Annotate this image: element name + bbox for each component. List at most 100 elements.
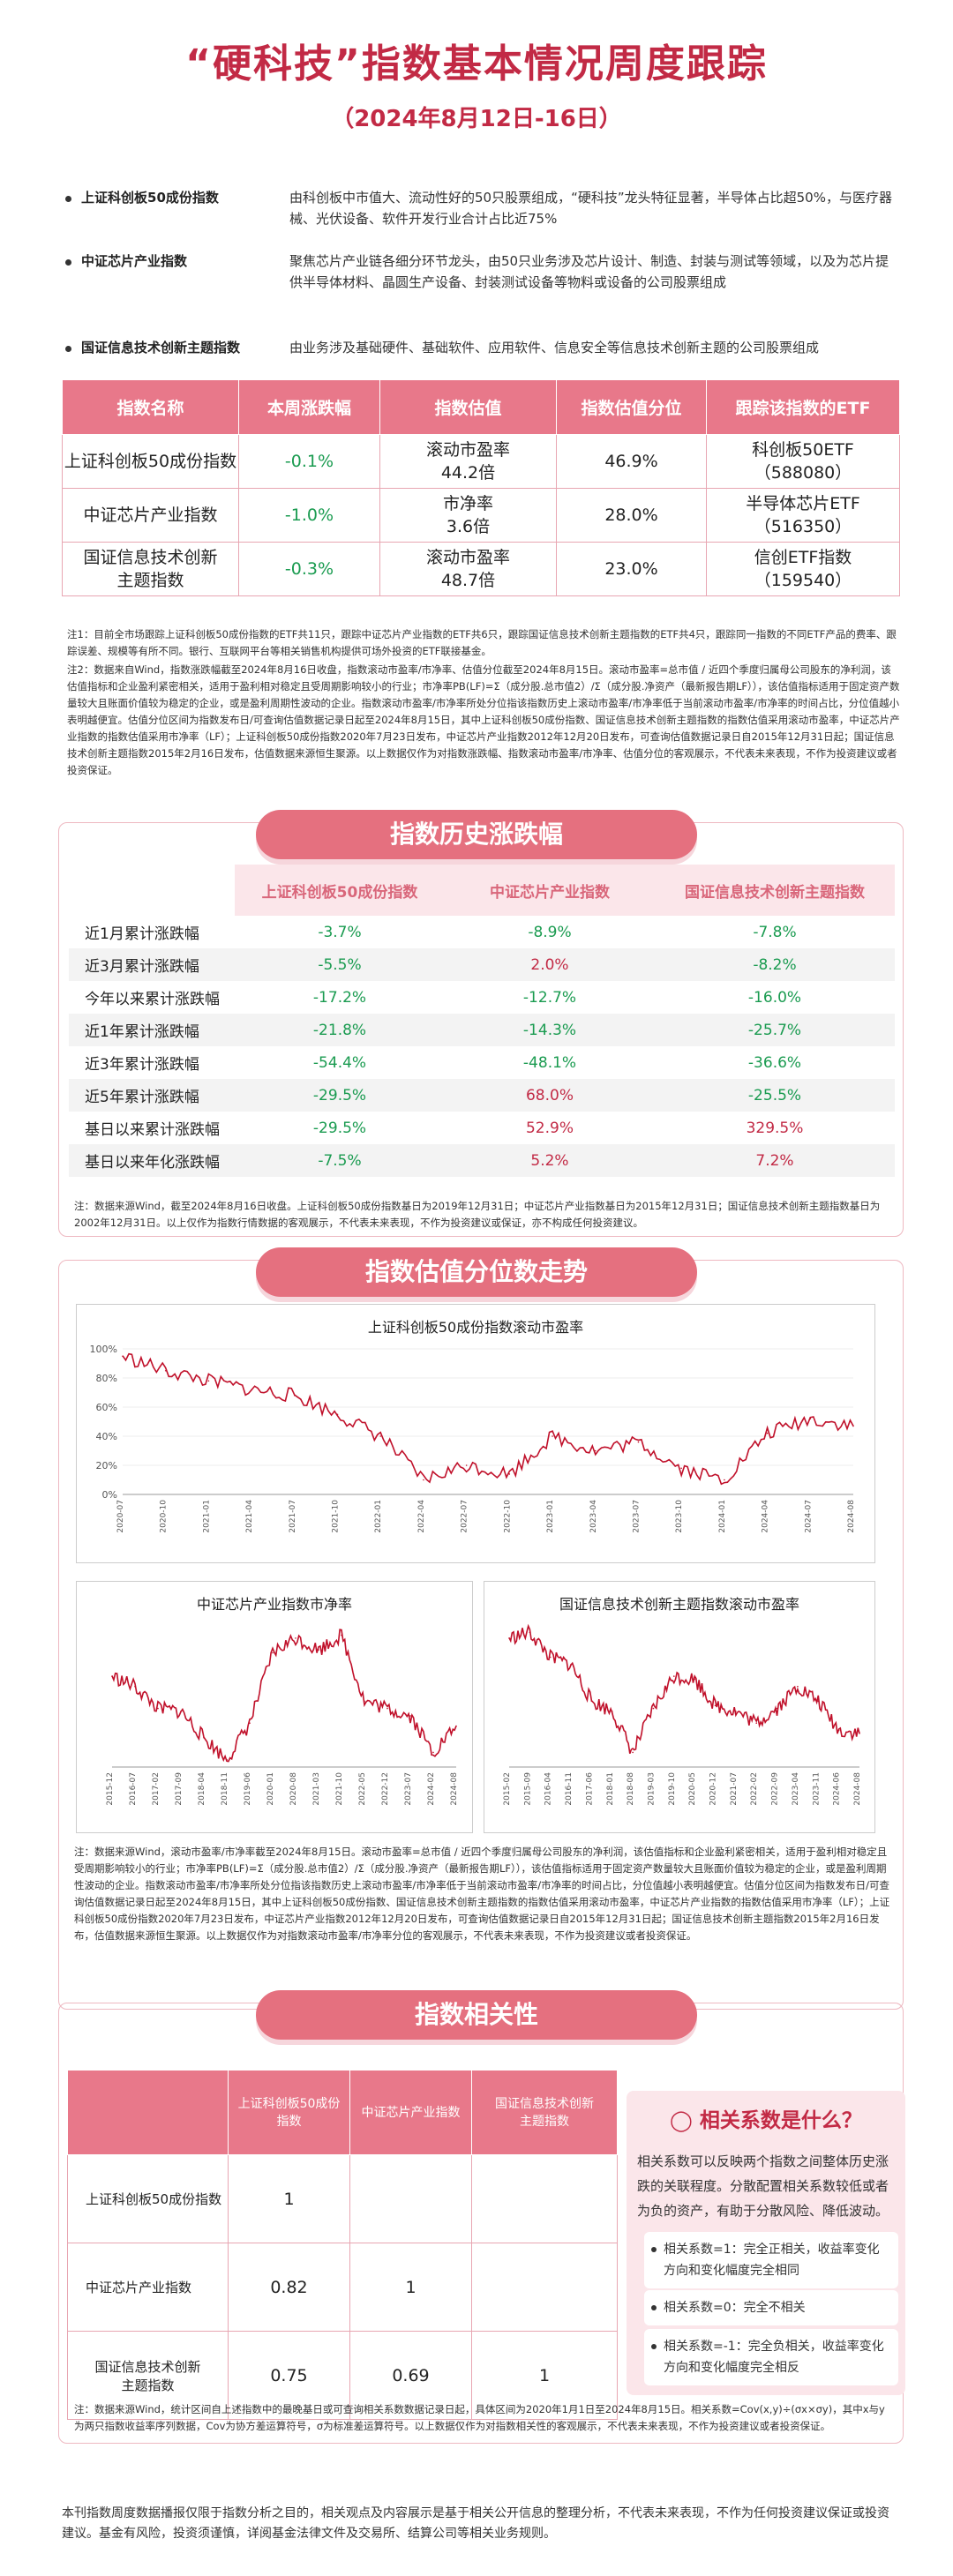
- data-point: [508, 1637, 510, 1639]
- correlation-title: 指数相关性: [256, 1990, 697, 2040]
- y-tick-label: 20%: [96, 1460, 117, 1471]
- x-tick-label: 2023-01: [546, 1500, 555, 1533]
- data-point: [134, 1685, 136, 1688]
- table-row: 中证芯片产业指数 0.82 1: [67, 2243, 618, 2332]
- data-point: [180, 1711, 182, 1712]
- chart-title: 上证科创板50成份指数滚动市盈率: [367, 1319, 584, 1336]
- x-tick-label: 2023-07: [404, 1772, 413, 1806]
- x-tick-label: 2020-08: [289, 1772, 298, 1806]
- data-point: [122, 1355, 124, 1358]
- cell-value: -29.5%: [312, 1119, 367, 1137]
- x-tick-label: 2024-08: [853, 1772, 862, 1806]
- bullet-item: 相关系数=0：完全不相关: [644, 2290, 898, 2325]
- data-point: [207, 1380, 210, 1382]
- intro-item: 国证信息技术创新主题指数 由业务涉及基础硬件、基础软件、应用软件、信息安全等信息技…: [62, 337, 900, 358]
- x-tick-label: 2024-08: [847, 1500, 856, 1533]
- x-tick-label: 2016-11: [565, 1772, 574, 1806]
- intro-item: 中证芯片产业指数 聚焦芯片产业链各细分环节龙头，由50只业务涉及芯片设计、制造、封…: [62, 251, 900, 328]
- cell-value: 52.9%: [525, 1119, 574, 1137]
- y-tick-label: 40%: [96, 1431, 117, 1442]
- chart-title: 国证信息技术创新主题指数滚动市盈率: [559, 1596, 799, 1613]
- col-header: 跟踪该指数的ETF: [706, 379, 900, 435]
- data-point: [673, 1675, 675, 1677]
- col-header: 指数估值: [379, 379, 557, 435]
- chart-xinchuang: 国证信息技术创新主题指数滚动市盈率 2015-02 2015-09 2016-04 2…: [484, 1581, 875, 1833]
- x-tick-label: 2017-02: [152, 1772, 161, 1806]
- explainer-title: 相关系数是什么？: [699, 2109, 862, 2132]
- note-2: 注2：数据来自Wind，指数涨跌幅截至2024年8月16日收盘，指数滚动市盈率/…: [67, 663, 900, 776]
- series-line: [508, 1623, 860, 1755]
- data-point: [549, 1656, 552, 1659]
- data-point: [251, 1389, 252, 1390]
- bullet-item: 相关系数=-1：完全负相关，收益率变化方向和变化幅度完全相反: [644, 2329, 898, 2385]
- x-tick-label: 2022-07: [461, 1500, 469, 1533]
- x-tick-label: 2021-10: [335, 1772, 344, 1806]
- footer-disclaimer: 本刊指数周度数据播报仅限于指数分析之目的，相关观点及内容展示是基于相关公开信息的…: [62, 2506, 889, 2541]
- data-point: [203, 1737, 205, 1739]
- x-tick-label: 2023-07: [632, 1500, 641, 1533]
- data-point: [632, 1751, 634, 1754]
- data-point: [465, 1464, 468, 1466]
- col-header: 指数名称: [62, 379, 239, 435]
- data-point: [386, 1707, 388, 1710]
- data-point: [837, 1729, 840, 1732]
- x-tick-label: 2024-06: [833, 1772, 842, 1806]
- row-label: 近3月累计涨跌幅: [69, 948, 235, 981]
- intro-list: 上证科创板50成份指数 由科创板中市值大、流动性好的50只股票组成，“硬科技”龙头…: [62, 187, 900, 367]
- chart-kc50: 上证科创板50成份指数滚动市盈率 0% 20% 40% 60% 80% 100% 2020-…: [76, 1304, 875, 1563]
- x-tick-label: 2022-10: [503, 1500, 512, 1533]
- x-tick-label: 2016-07: [129, 1772, 138, 1806]
- data-point: [817, 1700, 820, 1703]
- data-point: [226, 1758, 228, 1761]
- chart-svg: 0% 20% 40% 60% 80% 100% 2020-07 2020-10 2021-01 2…: [90, 1344, 856, 1533]
- valuation-title: 指数估值分位数走势: [256, 1247, 697, 1297]
- col-header: 指数估值分位: [556, 379, 707, 435]
- data-point: [318, 1649, 319, 1651]
- cell-value: -36.6%: [747, 1053, 802, 1072]
- data-point: [852, 1425, 854, 1427]
- cell-value: 329.5%: [746, 1119, 804, 1137]
- chart-title: 中证芯片产业指数市净率: [196, 1596, 352, 1613]
- page-subtitle: （2024年8月12日-16日）: [331, 106, 622, 132]
- data-point: [859, 1733, 860, 1734]
- data-point: [295, 1637, 296, 1639]
- x-tick-label: 2021-07: [289, 1500, 297, 1533]
- basic-info-table: 指数名称 本周涨跌幅 指数估值 指数估值分位 跟踪该指数的ETF 上证科创板50…: [62, 379, 900, 596]
- intro-item: 上证科创板50成份指数 由科创板中市值大、流动性好的50只股票组成，“硬科技”龙头…: [62, 187, 900, 242]
- cell-value: -25.5%: [655, 1079, 895, 1112]
- x-tick-label: 2024-01: [718, 1500, 727, 1533]
- cell-value: -14.3%: [445, 1014, 655, 1046]
- data-point: [157, 1707, 159, 1710]
- data-point: [508, 1473, 511, 1475]
- x-tick-label: 2024-04: [762, 1500, 770, 1533]
- table-row: 基日以来年化涨跌幅 -7.5% 5.2% 7.2%: [69, 1144, 895, 1177]
- data-point: [164, 1369, 167, 1372]
- table-row: 国证信息技术创新 主题指数 -0.3% 滚动市盈率 48.7倍 23.0% 信创ET…: [62, 542, 900, 596]
- table-row: 上证科创板50成份指数 1: [67, 2154, 618, 2243]
- x-tick-label: 2022-05: [358, 1772, 367, 1806]
- y-tick-label: 100%: [90, 1344, 117, 1355]
- col-header: 国证信息技术创新主题指数: [471, 2070, 618, 2155]
- cell-value: -25.7%: [655, 1014, 895, 1046]
- x-tick-label: 2023-10: [675, 1500, 684, 1533]
- table-row: 近3年累计涨跌幅 -54.4% -48.1% -36.6%: [69, 1046, 895, 1079]
- data-point: [432, 1751, 434, 1754]
- col-header: 国证信息技术创新主题指数: [655, 865, 895, 916]
- x-tick-label: 2015-02: [503, 1772, 512, 1806]
- x-tick-label: 2020-10: [160, 1500, 169, 1533]
- x-tick-label: 2022-12: [381, 1772, 390, 1806]
- cell-value: -21.8%: [235, 1014, 445, 1046]
- col-header: 中证芯片产业指数: [349, 2070, 472, 2155]
- cell-value: -12.7%: [522, 988, 577, 1007]
- page-title: “硬科技”指数基本情况周度跟踪: [185, 41, 768, 86]
- correlation-note: 注：数据来源Wind，统计区间自上述指数中的最晚基日或可查询相关系数数据记录日起…: [74, 2403, 885, 2432]
- y-tick-label: 60%: [96, 1402, 117, 1413]
- cell-value: 68.0%: [445, 1079, 655, 1112]
- cell-value: -17.2%: [312, 988, 367, 1007]
- data-point: [694, 1678, 695, 1681]
- x-tick-label: 2017-09: [175, 1772, 184, 1806]
- cell-value: -7.5%: [235, 1144, 445, 1177]
- cell-value: -48.1%: [522, 1053, 577, 1072]
- row-label: 近1月累计涨跌幅: [85, 925, 199, 943]
- col-header: 上证科创板50成份指数: [228, 2070, 350, 2155]
